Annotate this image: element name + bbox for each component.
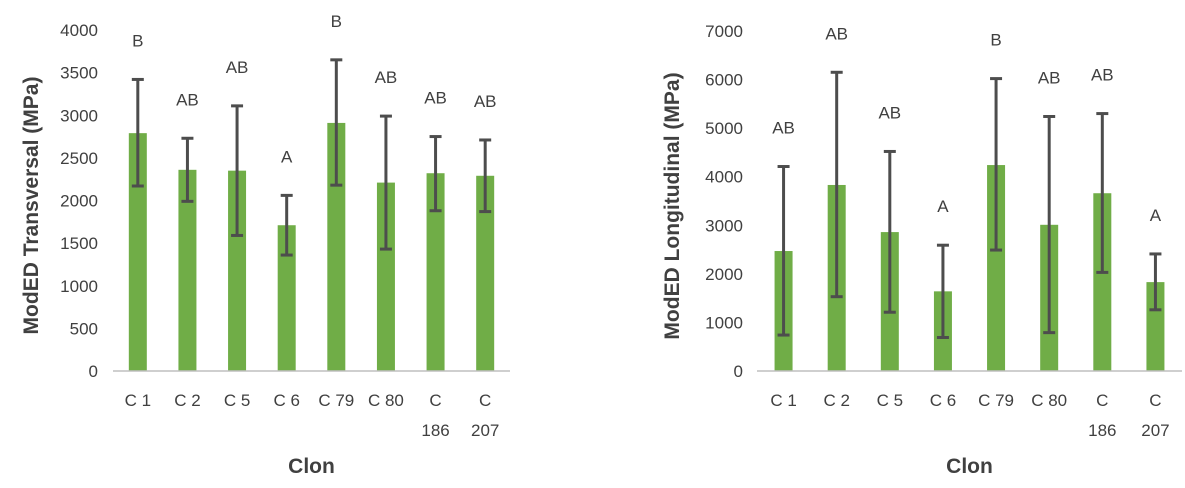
y-tick-label: 500 <box>70 319 98 338</box>
x-tick-label: C 2 <box>174 391 200 410</box>
y-tick-label: 2000 <box>705 265 743 284</box>
bar <box>128 133 147 371</box>
bar <box>476 175 495 371</box>
error-bar <box>777 165 790 337</box>
significance-letter: B <box>990 31 1001 50</box>
error-bar <box>181 136 194 203</box>
x-tick-label: C 5 <box>877 391 903 410</box>
error-bar <box>479 138 492 214</box>
significance-letter: AB <box>375 68 398 87</box>
error-bar <box>1043 114 1056 335</box>
error-bar <box>883 149 896 314</box>
bar <box>228 170 247 371</box>
bar <box>1146 282 1165 371</box>
x-tick-label: C 2 <box>823 391 849 410</box>
y-tick-label: 7000 <box>705 22 743 41</box>
x-tick-label: C 80 <box>368 391 404 410</box>
x-tick-label: C 6 <box>273 391 299 410</box>
significance-letter: AB <box>1091 66 1114 85</box>
error-bar <box>330 58 343 187</box>
x-tick-label: C 79 <box>978 391 1014 410</box>
y-tick-label: 3000 <box>705 216 743 235</box>
x-tick-label: C 1 <box>125 391 151 410</box>
y-tick-label: 0 <box>89 362 98 381</box>
x-tick-label: C 207 <box>471 391 499 440</box>
significance-letter: A <box>1150 206 1162 225</box>
x-tick-label: C 186 <box>421 391 449 440</box>
bar <box>376 182 395 371</box>
significance-letter: A <box>281 147 293 166</box>
y-tick-label: 3000 <box>60 106 98 125</box>
y-axis-title: ModED Transversal (MPa) <box>20 77 43 335</box>
x-tick-label: C 79 <box>318 391 354 410</box>
x-axis-title: Clon <box>946 455 993 478</box>
significance-letter: AB <box>176 90 199 109</box>
bar <box>1093 193 1112 371</box>
error-bar <box>830 70 843 299</box>
error-bar <box>231 104 244 237</box>
y-tick-label: 2000 <box>60 192 98 211</box>
x-axis-title: Clon <box>288 455 335 478</box>
x-tick-label: C 1 <box>770 391 796 410</box>
y-tick-label: 2500 <box>60 149 98 168</box>
x-tick-label: C 207 <box>1141 391 1169 440</box>
significance-letter: AB <box>474 92 497 111</box>
significance-letter: A <box>937 197 949 216</box>
x-tick-label: C 80 <box>1031 391 1067 410</box>
bar <box>987 165 1006 371</box>
x-tick-label: C 5 <box>224 391 250 410</box>
y-tick-label: 1000 <box>705 313 743 332</box>
y-tick-label: 5000 <box>705 119 743 138</box>
y-tick-label: 3500 <box>60 64 98 83</box>
x-tick-label: C 186 <box>1088 391 1116 440</box>
error-bar <box>131 77 144 188</box>
significance-letter: AB <box>825 24 848 43</box>
y-tick-label: 0 <box>734 362 743 381</box>
y-tick-label: 1000 <box>60 277 98 296</box>
significance-letter: AB <box>772 119 795 138</box>
bar <box>178 169 197 371</box>
y-tick-label: 4000 <box>705 168 743 187</box>
error-bar <box>379 114 392 251</box>
y-tick-label: 4000 <box>60 21 98 40</box>
error-bar <box>429 135 442 213</box>
significance-letter: B <box>132 31 143 50</box>
significance-letter: AB <box>226 58 249 77</box>
significance-letter: AB <box>424 89 447 108</box>
error-bar <box>990 77 1003 252</box>
bar <box>277 225 296 371</box>
x-tick-label: C 6 <box>930 391 956 410</box>
y-tick-label: 6000 <box>705 71 743 90</box>
significance-letter: B <box>331 12 342 31</box>
error-bar <box>280 193 293 257</box>
significance-letter: AB <box>878 103 901 122</box>
bar <box>426 173 445 371</box>
significance-letter: AB <box>1038 68 1061 87</box>
y-axis-title: ModED Longitudinal (MPa) <box>661 72 684 339</box>
error-bar <box>1096 112 1109 274</box>
y-tick-label: 1500 <box>60 234 98 253</box>
error-bar <box>936 243 949 339</box>
error-bar <box>1149 252 1162 312</box>
